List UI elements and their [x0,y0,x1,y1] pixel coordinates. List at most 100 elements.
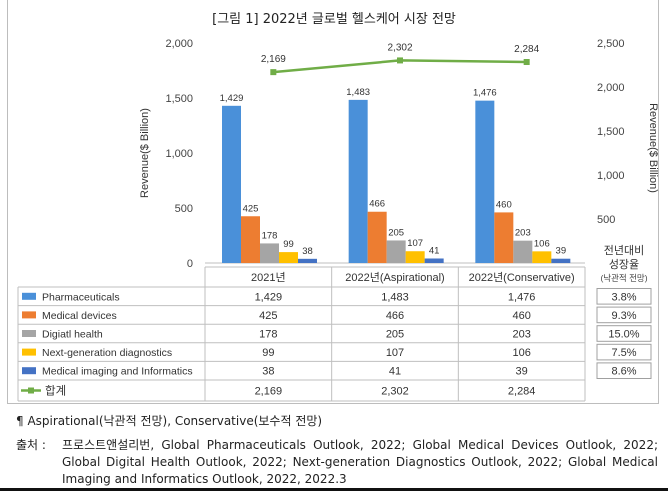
bar-data-label: 1,429 [220,93,244,104]
table-cell: 178 [259,329,277,341]
growth-header: 성장율 [609,258,639,271]
source-text: 프로스트앤설리번, Global Pharmaceuticals Outlook… [62,438,658,486]
y2-tick-label: 1,500 [597,126,625,138]
table-cell: 38 [262,366,274,378]
growth-header: 전년대비 [604,244,644,257]
bar-data-label: 99 [283,239,294,250]
bar [532,251,552,263]
bar-data-label: 106 [534,238,550,249]
bar [241,216,260,263]
y2-axis-label: Revenue($ Billion) [647,103,659,193]
total-line-marker [523,59,530,66]
figure-frame [7,0,659,404]
legend-label: Next-generation diagnostics [42,347,172,359]
x-tick-label: 2022년(Conservative) [469,271,575,284]
y-tick-label: 1,500 [165,93,193,105]
bar-data-label: 460 [496,199,512,210]
growth-value: 7.5% [611,347,636,359]
table-cell: 39 [516,366,528,378]
line-data-label: 2,302 [387,42,412,53]
table-cell: 2,284 [508,386,536,398]
y2-tick-label: 2,500 [597,38,625,50]
legend-label: Pharmaceuticals [42,291,120,303]
y-tick-label: 2,000 [165,38,193,50]
bar-data-label: 39 [556,246,567,257]
legend-swatch [22,348,36,356]
bar-data-label: 107 [407,238,423,249]
growth-box [596,288,652,305]
footnote: ¶ Aspirational(낙관적 전망), Conservative(보수적… [16,414,323,428]
source-label: 출처 : [16,438,46,452]
y2-tick-label: 1,000 [597,170,625,182]
growth-value: 3.8% [611,291,636,303]
y-tick-label: 0 [187,258,193,270]
y2-tick-label: 500 [597,214,615,226]
total-line-marker [397,57,403,64]
table-cell: 107 [386,347,404,359]
growth-subheader: (낙관적 전망) [600,273,647,283]
bar-data-label: 425 [243,203,259,214]
table-cell: 205 [386,329,404,341]
table-cell: 460 [512,310,530,322]
bottom-rule [0,488,668,491]
table-cell: 1,429 [255,291,283,303]
table-cell: 106 [512,347,530,359]
x-tick-label: 2021년 [251,271,286,284]
bar [513,240,533,263]
legend-label: Medical imaging and Informatics [42,366,193,378]
table-cell: 1,483 [381,291,409,303]
legend-label: Digiatl health [42,329,103,341]
bar [222,105,241,263]
growth-box [596,325,652,342]
table-cell: 2,302 [381,386,409,398]
bar [475,100,495,263]
table-cell: 1,476 [508,291,536,303]
bar [260,243,279,263]
growth-box [596,343,652,361]
legend-label: 합계 [45,385,66,398]
bar-data-label: 41 [429,245,440,256]
growth-box [596,306,652,324]
y-tick-label: 1,000 [165,148,193,160]
bar-data-label: 205 [388,227,404,238]
line-data-label: 2,169 [261,54,286,65]
bar [279,252,298,263]
growth-value: 8.6% [611,366,636,378]
legend-swatch [22,292,36,300]
bar-data-label: 38 [302,246,313,257]
bar [494,212,514,263]
bar-data-label: 178 [262,230,278,241]
table-cell: 203 [512,329,530,341]
bar-data-label: 466 [369,199,385,210]
y-tick-label: 500 [175,203,193,215]
y-axis-label: Revenue($ Billion) [139,108,151,198]
bar [386,240,406,263]
bar [348,99,368,264]
legend-label: Medical devices [42,310,117,322]
bar [367,211,387,263]
legend-swatch [22,311,36,319]
bar [405,251,425,263]
legend-swatch [22,367,36,375]
table-cell: 466 [386,310,404,322]
total-line-marker [270,69,277,76]
bar [298,258,317,263]
bar-data-label: 1,476 [473,88,497,99]
bar-data-label: 203 [515,228,531,239]
bar [551,258,571,263]
table-cell: 99 [262,347,274,359]
bar-data-label: 1,483 [346,87,370,98]
legend-line-marker [28,387,34,394]
growth-box [596,362,652,379]
y2-tick-label: 2,000 [597,82,625,94]
growth-value: 9.3% [611,310,636,322]
growth-value: 15.0% [608,329,639,341]
bar [424,258,444,263]
table-cell: 2,169 [255,386,283,398]
chart-svg: 0 500 1,000 1,500 2,000 500 1,000 1,500 2,000 2,5… [17,38,659,402]
table-cell: 41 [389,366,401,378]
chart-title: [그림 1] 2022년 글로벌 헬스케어 시장 전망 [212,12,456,27]
x-tick-label: 2022년(Aspirational) [345,271,444,284]
table-cell: 425 [259,310,277,322]
legend-swatch [22,330,36,337]
